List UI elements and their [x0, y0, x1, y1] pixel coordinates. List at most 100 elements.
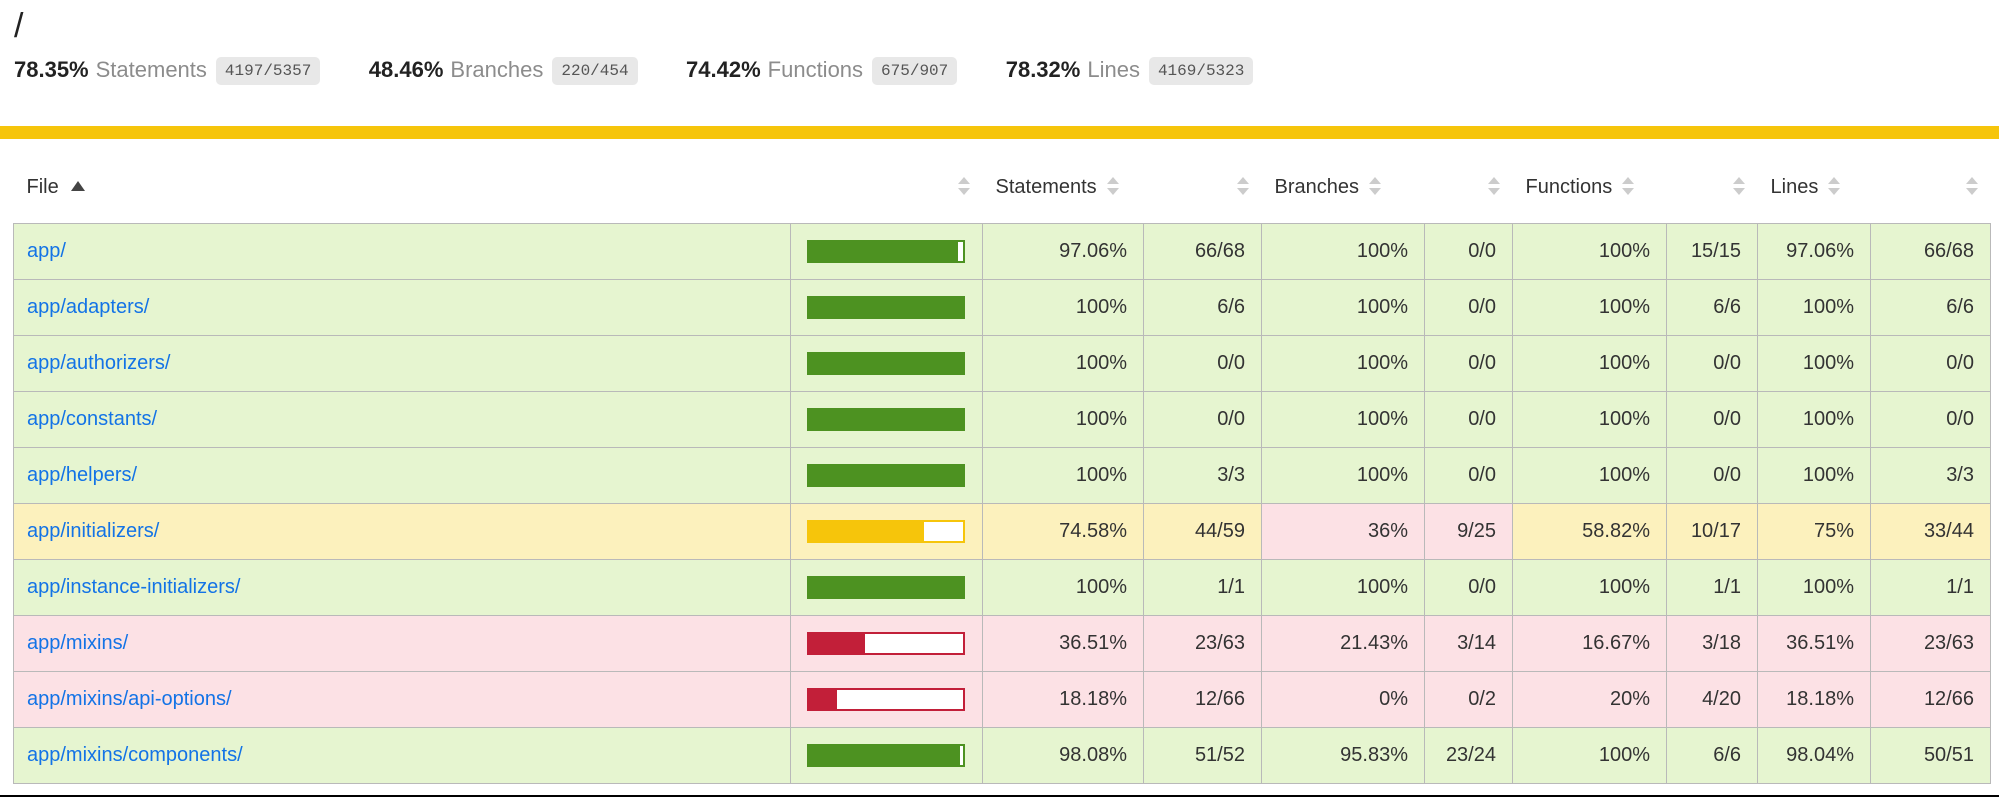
column-header-file[interactable]: File	[13, 152, 791, 224]
functions-raw-cell: 1/1	[1666, 559, 1758, 616]
branches-pct-cell: 36%	[1261, 503, 1425, 560]
file-link[interactable]: app/instance-initializers/	[27, 576, 241, 598]
functions-pct-cell: 20%	[1512, 671, 1667, 728]
column-header-lines-raw[interactable]	[1870, 152, 1991, 224]
lines-raw-cell: 3/3	[1870, 447, 1991, 504]
table-row: app/adapters/100% 6/6 100% 0/0 100% 6/6 100% 6/…	[13, 279, 1991, 336]
lines-pct-cell: 100%	[1757, 335, 1871, 392]
statements-raw-cell: 3/3	[1143, 447, 1262, 504]
bottom-edge-bar	[0, 795, 1999, 797]
lines-pct-cell: 18.18%	[1757, 671, 1871, 728]
file-cell: app/authorizers/	[13, 335, 791, 392]
table-row: app/constants/100% 0/0 100% 0/0 100% 0/0 100% 0…	[13, 391, 1991, 448]
coverage-bar-fill	[809, 242, 959, 261]
sorter-icon	[1236, 176, 1249, 195]
coverage-bar	[807, 464, 965, 487]
branches-raw-cell: 0/0	[1424, 223, 1513, 280]
lines-pct-cell: 100%	[1757, 391, 1871, 448]
lines-pct-cell: 75%	[1757, 503, 1871, 560]
column-header-lines[interactable]: Lines	[1757, 152, 1871, 224]
statements-raw-cell: 44/59	[1143, 503, 1262, 560]
lines-pct-cell: 100%	[1757, 559, 1871, 616]
coverage-bar-fill	[809, 690, 837, 709]
statements-fraction-badge: 4197/5357	[215, 57, 321, 85]
coverage-bar-fill	[809, 522, 924, 541]
branches-raw-cell: 3/14	[1424, 615, 1513, 672]
functions-fraction-badge: 675/907	[872, 57, 958, 85]
column-header-functions-raw[interactable]	[1666, 152, 1758, 224]
sorter-icon	[1828, 176, 1841, 195]
table-row: app/mixins/api-options/18.18% 12/66 0% 0/2 2…	[13, 671, 1991, 728]
lines-raw-cell: 23/63	[1870, 615, 1991, 672]
branches-raw-cell: 0/0	[1424, 559, 1513, 616]
table-row: app/mixins/36.51% 23/63 21.43% 3/14 16.67% 3/…	[13, 615, 1991, 672]
functions-raw-cell: 4/20	[1666, 671, 1758, 728]
functions-raw-cell: 10/17	[1666, 503, 1758, 560]
file-link[interactable]: app/mixins/	[27, 632, 129, 654]
column-header-statements[interactable]: Statements	[982, 152, 1144, 224]
branches-raw-cell: 0/2	[1424, 671, 1513, 728]
statements-pct-cell: 100%	[982, 279, 1144, 336]
functions-raw-cell: 6/6	[1666, 279, 1758, 336]
coverage-summary: 78.35% Statements 4197/5357 48.46% Branches…	[14, 55, 1985, 86]
statements-pct-cell: 18.18%	[982, 671, 1144, 728]
coverage-bar-fill	[809, 634, 866, 653]
lines-raw-cell: 6/6	[1870, 279, 1991, 336]
file-cell: app/instance-initializers/	[13, 559, 791, 616]
statements-label: Statements	[95, 57, 207, 82]
statements-raw-cell: 6/6	[1143, 279, 1262, 336]
functions-pct-cell: 100%	[1512, 447, 1667, 504]
functions-raw-cell: 15/15	[1666, 223, 1758, 280]
file-cell: app/adapters/	[13, 279, 791, 336]
column-header-branches[interactable]: Branches	[1261, 152, 1425, 224]
coverage-bar-fill	[809, 298, 963, 317]
file-link[interactable]: app/constants/	[27, 408, 158, 430]
coverage-bar	[807, 408, 965, 431]
statements-raw-cell: 12/66	[1143, 671, 1262, 728]
column-header-statements-raw[interactable]	[1143, 152, 1262, 224]
functions-pct-cell: 100%	[1512, 391, 1667, 448]
status-line-medium	[0, 126, 1999, 139]
file-link[interactable]: app/mixins/api-options/	[27, 688, 232, 710]
file-cell: app/initializers/	[13, 503, 791, 560]
statements-pct-cell: 100%	[982, 559, 1144, 616]
coverage-bar-cell	[790, 615, 983, 672]
coverage-bar-fill	[809, 746, 961, 765]
lines-raw-cell: 0/0	[1870, 391, 1991, 448]
sorter-icon	[1106, 176, 1119, 195]
table-row: app/97.06% 66/68 100% 0/0 100% 15/15 97.06% 66/…	[13, 223, 1991, 280]
coverage-bar	[807, 576, 965, 599]
file-link[interactable]: app/mixins/components/	[27, 744, 243, 766]
coverage-bar-fill	[809, 410, 963, 429]
coverage-bar	[807, 744, 965, 767]
file-link[interactable]: app/authorizers/	[27, 352, 171, 374]
branches-pct-cell: 0%	[1261, 671, 1425, 728]
sort-ascending-icon	[70, 181, 85, 191]
functions-raw-cell: 0/0	[1666, 391, 1758, 448]
coverage-bar-cell	[790, 335, 983, 392]
branches-raw-cell: 0/0	[1424, 391, 1513, 448]
statements-pct: 78.35%	[14, 57, 89, 82]
file-link[interactable]: app/helpers/	[27, 464, 138, 486]
lines-raw-cell: 1/1	[1870, 559, 1991, 616]
file-link[interactable]: app/adapters/	[27, 296, 150, 318]
file-link[interactable]: app/initializers/	[27, 520, 160, 542]
statements-pct-cell: 74.58%	[982, 503, 1144, 560]
column-header-branches-raw[interactable]	[1424, 152, 1513, 224]
branches-pct-cell: 100%	[1261, 223, 1425, 280]
branches-pct-cell: 100%	[1261, 279, 1425, 336]
lines-pct-cell: 100%	[1757, 279, 1871, 336]
column-header-functions[interactable]: Functions	[1512, 152, 1667, 224]
column-header-chart[interactable]	[790, 152, 983, 224]
statements-pct-cell: 36.51%	[982, 615, 1144, 672]
table-row: app/authorizers/100% 0/0 100% 0/0 100% 0/0 100…	[13, 335, 1991, 392]
coverage-bar	[807, 352, 965, 375]
coverage-bar-cell	[790, 559, 983, 616]
file-link[interactable]: app/	[27, 240, 66, 262]
functions-pct-cell: 16.67%	[1512, 615, 1667, 672]
functions-pct: 74.42%	[686, 57, 761, 82]
lines-raw-cell: 66/68	[1870, 223, 1991, 280]
file-cell: app/helpers/	[13, 447, 791, 504]
file-cell: app/mixins/	[13, 615, 791, 672]
sorter-icon	[957, 176, 970, 195]
